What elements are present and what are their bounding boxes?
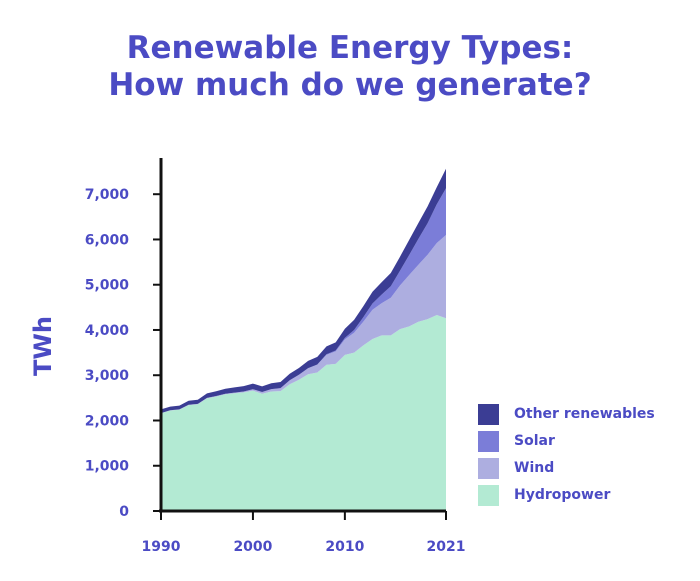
legend-item-hydropower: Hydropower <box>478 484 655 506</box>
legend-label: Hydropower <box>514 487 611 503</box>
legend-swatch <box>478 403 499 425</box>
area-series-group <box>161 168 446 511</box>
y-tick-label: 4,000 <box>85 323 130 339</box>
x-tick-label: 2010 <box>325 539 364 555</box>
x-tick-label: 2000 <box>233 539 272 555</box>
legend-label: Solar <box>514 433 555 449</box>
legend-swatch <box>478 484 499 506</box>
legend-swatch <box>478 457 499 479</box>
chart-title-line-1: Renewable Energy Types: <box>126 30 574 66</box>
area-wind <box>161 235 446 414</box>
y-tick-label: 6,000 <box>85 232 130 248</box>
legend-item-wind: Wind <box>478 457 655 479</box>
legend-swatch <box>478 430 499 452</box>
y-tick-label: 5,000 <box>85 278 130 294</box>
legend-item-solar: Solar <box>478 430 655 452</box>
y-tick-label: 2,000 <box>85 413 130 429</box>
y-tick-label: 3,000 <box>85 368 130 384</box>
x-tick-label: 2021 <box>427 539 466 555</box>
y-tick-label: 1,000 <box>85 459 130 475</box>
area-hydropower <box>161 315 446 511</box>
legend-label: Wind <box>514 460 555 476</box>
chart-title: Renewable Energy Types: How much do we g… <box>0 30 700 104</box>
x-tick-label: 1990 <box>142 539 181 555</box>
legend-item-other-renewables: Other renewables <box>478 403 655 425</box>
axes <box>159 158 446 513</box>
y-tick-group: 0 1,000 2,000 3,000 4,000 5,000 6,000 7,000 <box>85 187 161 520</box>
x-tick-group: 1990 2000 2010 2021 <box>142 511 466 555</box>
y-tick-label: 7,000 <box>85 187 130 203</box>
y-tick-label: 0 <box>119 504 129 520</box>
y-axis-label: TWh <box>29 316 57 376</box>
chart-title-line-2: How much do we generate? <box>108 67 592 103</box>
legend: Other renewables Solar Wind Hydropower <box>478 403 655 512</box>
legend-label: Other renewables <box>514 406 655 422</box>
